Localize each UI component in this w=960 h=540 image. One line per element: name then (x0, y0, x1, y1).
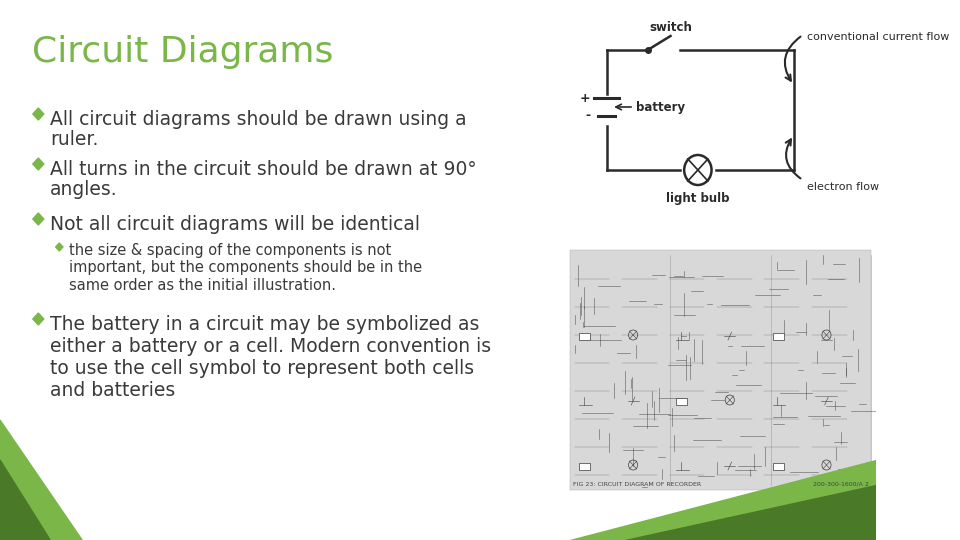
Polygon shape (0, 460, 50, 540)
Text: battery: battery (636, 100, 684, 113)
Text: 200-300-1600/A 2: 200-300-1600/A 2 (812, 482, 869, 487)
Text: +: + (580, 91, 590, 105)
Polygon shape (625, 485, 876, 540)
Bar (579, 463, 590, 470)
Polygon shape (33, 313, 44, 325)
Text: FIG 23: CIRCUIT DIAGRAM OF RECORDER: FIG 23: CIRCUIT DIAGRAM OF RECORDER (573, 482, 701, 487)
Polygon shape (33, 108, 44, 120)
Text: electron flow: electron flow (807, 182, 879, 192)
Text: conventional current flow: conventional current flow (807, 32, 949, 42)
Polygon shape (56, 243, 63, 251)
Text: light bulb: light bulb (666, 192, 730, 205)
Bar (773, 333, 783, 340)
Text: the size & spacing of the components is not
important, but the components should: the size & spacing of the components is … (69, 243, 422, 293)
Text: All circuit diagrams should be drawn using a: All circuit diagrams should be drawn usi… (50, 110, 467, 129)
Text: ruler.: ruler. (50, 130, 99, 149)
FancyBboxPatch shape (570, 250, 871, 490)
Text: All turns in the circuit should be drawn at 90°: All turns in the circuit should be drawn… (50, 160, 477, 179)
Text: switch: switch (650, 21, 692, 34)
Polygon shape (0, 420, 83, 540)
Polygon shape (33, 213, 44, 225)
Bar (676, 398, 687, 405)
Text: The battery in a circuit may be symbolized as
either a battery or a cell. Modern: The battery in a circuit may be symboliz… (50, 315, 492, 400)
Polygon shape (570, 460, 876, 540)
Text: angles.: angles. (50, 180, 118, 199)
Text: -: - (585, 110, 590, 123)
Bar (773, 463, 783, 470)
Bar (579, 333, 590, 340)
Polygon shape (33, 158, 44, 170)
Text: Not all circuit diagrams will be identical: Not all circuit diagrams will be identic… (50, 215, 420, 234)
Text: Circuit Diagrams: Circuit Diagrams (32, 35, 333, 69)
